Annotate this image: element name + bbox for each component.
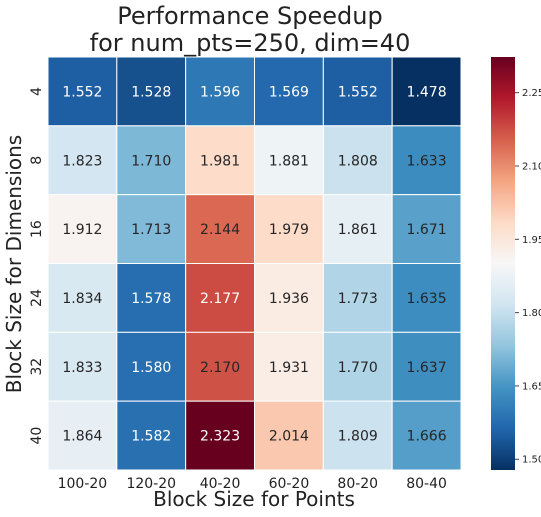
- cell-value-label: 1.861: [338, 222, 378, 238]
- cell-value-label: 2.177: [200, 291, 240, 307]
- cell-value-label: 1.666: [407, 429, 447, 445]
- x-tick-label: 40-20: [200, 476, 241, 492]
- cell-value-label: 1.981: [200, 153, 240, 169]
- cell-value-label: 1.671: [407, 222, 447, 238]
- cell-value-label: 1.834: [62, 291, 102, 307]
- heatmap-cell: [254, 331, 324, 402]
- heatmap-cell: [47, 331, 118, 402]
- cell-value-label: 1.478: [407, 84, 447, 100]
- x-tick-label: 100-20: [58, 476, 108, 492]
- cell-value-label: 2.170: [200, 360, 240, 376]
- cell-value-label: 1.808: [338, 153, 378, 169]
- y-tick-label: 40: [29, 427, 45, 445]
- colorbar-gradient: [491, 57, 515, 470]
- y-tick-label: 32: [29, 358, 45, 376]
- heatmap-cell: [254, 194, 324, 265]
- cell-value-label: 1.936: [269, 291, 309, 307]
- heatmap-cell: [254, 400, 324, 471]
- cell-value-label: 1.633: [407, 153, 447, 169]
- heatmap-cell: [116, 125, 187, 196]
- heatmap-cell-labels: 1.552 1.528 1.596 1.569 1.552 1.478 1.823 1.710…: [62, 84, 446, 444]
- x-tick-label: 80-20: [337, 476, 378, 492]
- heatmap-cell: [185, 56, 256, 127]
- cell-value-label: 1.713: [131, 222, 171, 238]
- colorbar-tick-label: 1.95: [522, 235, 541, 246]
- cell-value-label: 1.912: [62, 222, 102, 238]
- x-tick-label: 80-40: [406, 476, 447, 492]
- cell-value-label: 1.770: [338, 360, 378, 376]
- x-tick-label: 60-20: [269, 476, 310, 492]
- heatmap-cell: [116, 263, 187, 333]
- heatmap-cell: [322, 331, 393, 402]
- cell-value-label: 1.773: [338, 291, 378, 307]
- y-tick-label: 8: [29, 156, 45, 165]
- y-axis-ticks: 4 8 16 24 32 40: [29, 87, 45, 445]
- cell-value-label: 1.710: [131, 153, 171, 169]
- cell-value-label: 1.881: [269, 153, 309, 169]
- y-tick-label: 16: [29, 220, 45, 238]
- heatmap-cell: [322, 263, 393, 333]
- cell-value-label: 2.144: [200, 222, 240, 238]
- heatmap-cell: [116, 194, 187, 265]
- colorbar-tick-label: 2.10: [522, 161, 541, 172]
- cell-value-label: 1.823: [62, 153, 102, 169]
- cell-value-label: 1.582: [131, 429, 171, 445]
- colorbar-tick-label: 1.50: [522, 455, 541, 466]
- cell-value-label: 1.552: [62, 84, 102, 100]
- cell-value-label: 2.014: [269, 429, 309, 445]
- chart-title-line-1: Performance Speedup: [117, 2, 382, 30]
- heatmap-cell: [391, 125, 462, 196]
- cell-value-label: 1.809: [338, 429, 378, 445]
- heatmap-cell: [254, 125, 324, 196]
- colorbar-tick-label: 1.80: [522, 308, 541, 319]
- y-tick-label: 4: [29, 87, 45, 96]
- heatmap-cell: [47, 263, 118, 333]
- cell-value-label: 1.931: [269, 360, 309, 376]
- colorbar-tick-label: 2.25: [522, 88, 541, 99]
- heatmap-cells: [47, 56, 462, 471]
- x-axis-ticks: 100-20 120-20 40-20 60-20 80-20 80-40: [58, 476, 447, 492]
- heatmap-cell: [116, 56, 187, 127]
- cell-value-label: 1.596: [200, 84, 240, 100]
- chart-title-line-2: for num_pts=250, dim=40: [90, 29, 411, 57]
- heatmap-cell: [391, 56, 462, 127]
- colorbar: 1.50 1.65 1.80 1.95 2.10 2.25: [491, 57, 541, 470]
- heatmap-cell: [391, 263, 462, 333]
- heatmap-cell: [47, 400, 118, 471]
- y-tick-label: 24: [29, 289, 45, 307]
- heatmap-cell: [185, 331, 256, 402]
- heatmap-cell: [391, 194, 462, 265]
- heatmap-cell: [322, 400, 393, 471]
- cell-value-label: 1.979: [269, 222, 309, 238]
- cell-value-label: 2.323: [200, 429, 240, 445]
- colorbar-tick-label: 1.65: [522, 381, 541, 392]
- cell-value-label: 1.580: [131, 360, 171, 376]
- heatmap-cell: [254, 263, 324, 333]
- x-axis-label: Block Size for Points: [153, 487, 355, 511]
- cell-value-label: 1.569: [269, 84, 309, 100]
- cell-value-label: 1.864: [62, 429, 102, 445]
- heatmap-cell: [47, 56, 118, 127]
- cell-value-label: 1.552: [338, 84, 378, 100]
- cell-value-label: 1.635: [407, 291, 447, 307]
- heatmap-cell: [391, 331, 462, 402]
- heatmap-cell: [254, 56, 324, 127]
- cell-value-label: 1.637: [407, 360, 447, 376]
- x-tick-label: 120-20: [126, 476, 176, 492]
- cell-value-label: 1.528: [131, 84, 171, 100]
- heatmap-cell: [322, 194, 393, 265]
- cell-value-label: 1.833: [62, 360, 102, 376]
- y-axis-label: Block Size for Dimensions: [2, 135, 26, 393]
- heatmap-cell: [391, 400, 462, 471]
- heatmap-cell: [185, 263, 256, 333]
- cell-value-label: 1.578: [131, 291, 171, 307]
